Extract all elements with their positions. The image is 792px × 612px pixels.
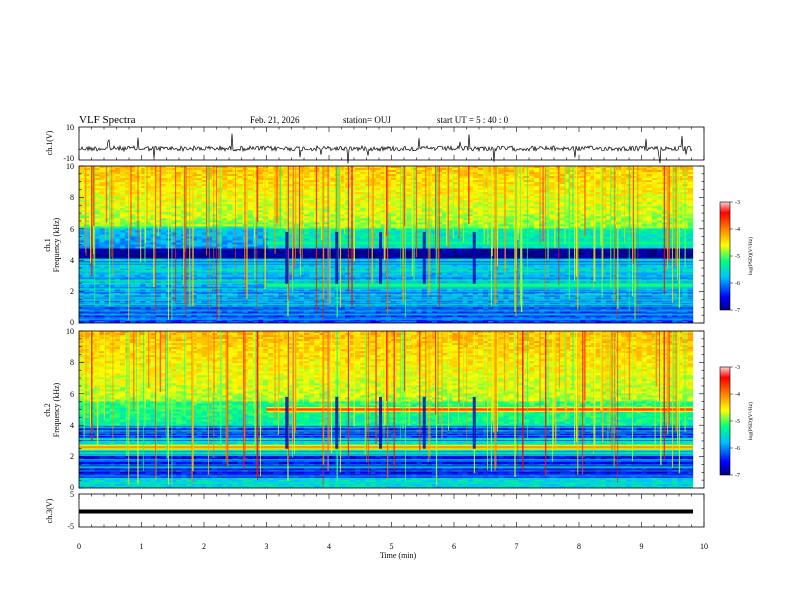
xtick-2: 2 (202, 542, 206, 551)
xtick-0: 0 (77, 542, 81, 551)
xtick-1: 1 (140, 542, 144, 551)
ch1-waveform-frame (78, 126, 705, 161)
ch1-ytick-top: 10 (66, 123, 74, 132)
ch3-waveform-trace (79, 509, 693, 514)
ch1-ytick-6: 6 (70, 225, 74, 234)
ch3-ytick-top: 5 (70, 490, 74, 499)
xtick-5: 5 (390, 542, 394, 551)
ch2-spectrogram-ticks (79, 330, 704, 489)
ch1-ytick-bottom: -10 (63, 154, 74, 163)
ch1-ytick-8: 8 (70, 193, 74, 202)
ch1-colorbar (719, 201, 731, 311)
ch2-colorbar (719, 366, 731, 476)
ch1-spectrogram-viewport (79, 166, 694, 323)
ch3-ylabel: ch.3(V) (45, 498, 54, 523)
ch2-ytick-8: 8 (70, 358, 74, 367)
ch1-colorbar-ticks (730, 201, 733, 311)
ch1-waveform-trace (78, 133, 693, 164)
ch1-ytick-0: 0 (70, 318, 74, 327)
ch2-yticklabels: 0 2 4 6 8 10 (66, 327, 74, 492)
ch1-waveform-ticks (78, 127, 705, 160)
ch2-ytick-0: 0 (70, 483, 74, 492)
ch2-spec-ylabel-line1: ch.2 (43, 403, 52, 417)
ch2-ytick-10: 10 (66, 327, 74, 336)
xtick-3: 3 (265, 542, 269, 551)
xtick-4: 4 (327, 542, 331, 551)
ch1-spec-ylabel-line2: Frequency (kHz) (52, 217, 61, 272)
ch1-colorbar-label: log(PSD)(V²/Hz) (747, 237, 754, 275)
ch1-spec-ylabel-line1: ch.1 (43, 238, 52, 252)
start-ut-label: start UT = 5 : 40 : 0 (437, 115, 509, 125)
x-axis-label: Time (min) (380, 551, 417, 560)
ch2-cb-tick-m4: -4 (735, 392, 740, 398)
ch1-spectrogram-image (79, 166, 694, 323)
ch2-ytick-6: 6 (70, 390, 74, 399)
ch2-colorbar-ticks (730, 366, 733, 476)
figure-title: VLF Spectra (79, 114, 136, 126)
ch1-cb-tick-m5: -5 (735, 254, 740, 260)
x-axis: 0 1 2 3 4 5 6 7 8 9 10 Time (min) (77, 542, 708, 560)
ch2-ytick-2: 2 (70, 452, 74, 461)
ch1-spectrogram-ticks (79, 165, 704, 324)
ch1-cb-tick-m3: -3 (735, 200, 740, 206)
ch3-ytick-bottom: -5 (67, 522, 74, 531)
ch1-ytick-10: 10 (66, 162, 74, 171)
ch2-cb-tick-m6: -6 (735, 446, 740, 452)
ch2-spectrogram-image (79, 331, 694, 488)
ch1-ylabel: ch.1(V) (45, 130, 54, 155)
ch1-cb-tick-m7: -7 (735, 308, 740, 314)
xtick-10: 10 (700, 542, 708, 551)
ch1-ytick-4: 4 (70, 256, 74, 265)
ch1-cb-tick-m4: -4 (735, 227, 740, 233)
ch1-waveform-panel: 10 -10 ch.1(V) (45, 123, 705, 164)
xtick-7: 7 (515, 542, 519, 551)
ch2-spectrogram-viewport (79, 331, 694, 488)
ch3-waveform-panel: 5 -5 ch.3(V) (45, 490, 705, 531)
xtick-8: 8 (577, 542, 581, 551)
ch1-spectrogram-panel: 0 2 4 6 8 10 ch.1 Frequency (kHz) -3 -4 … (43, 162, 754, 327)
ch2-cb-tick-m7: -7 (735, 473, 740, 479)
ch2-cb-tick-m5: -5 (735, 419, 740, 425)
ch2-ytick-4: 4 (70, 421, 74, 430)
ch2-spectrogram-panel: 0 2 4 6 8 10 ch.2 Frequency (kHz) -3 -4 … (43, 327, 754, 492)
ch1-cb-tick-m6: -6 (735, 281, 740, 287)
xtick-6: 6 (452, 542, 456, 551)
ch3-waveform-ticks (78, 494, 705, 527)
station-label: station= OUJ (343, 115, 391, 125)
ch2-spec-ylabel-line2: Frequency (kHz) (52, 382, 61, 437)
xtick-9: 9 (640, 542, 644, 551)
date-label: Feb. 21, 2026 (250, 115, 300, 125)
ch2-colorbar-label: log(PSD)(V²/Hz) (747, 402, 754, 440)
ch2-cb-tick-m3: -3 (735, 365, 740, 371)
ch1-ytick-2: 2 (70, 287, 74, 296)
ch1-yticklabels: 0 2 4 6 8 10 (66, 162, 74, 327)
